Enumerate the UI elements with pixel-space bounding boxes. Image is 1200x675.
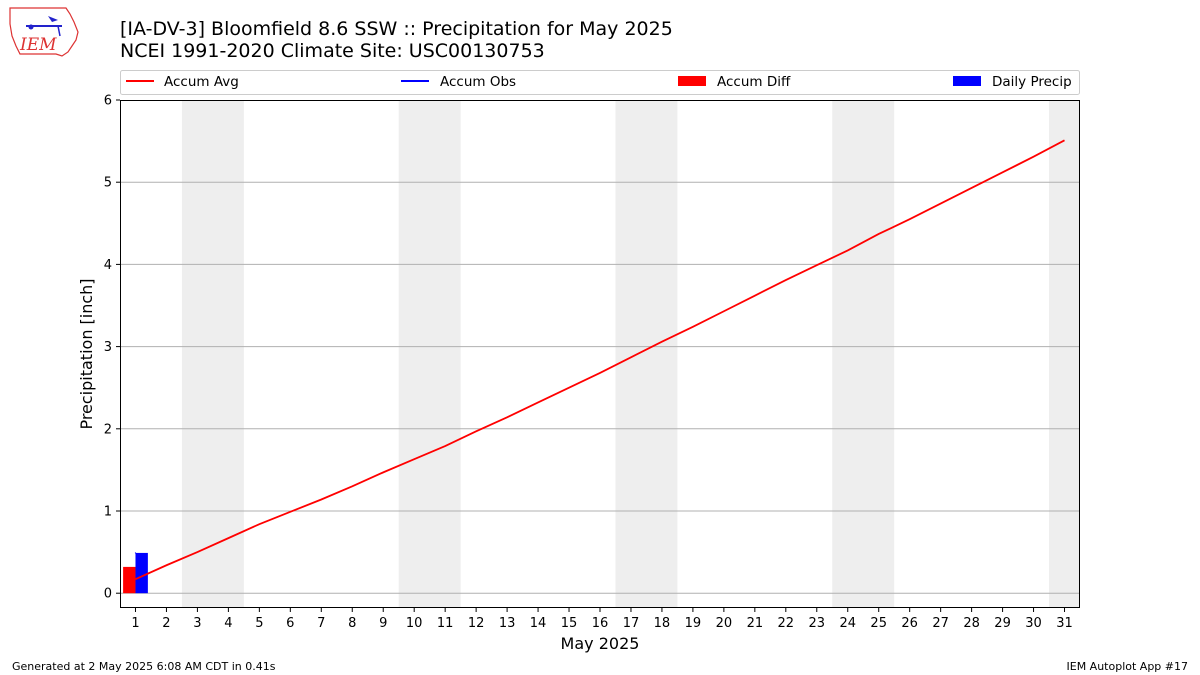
accum-avg-line xyxy=(135,139,1065,581)
legend-item-accum-avg: Accum Avg xyxy=(126,74,239,90)
iem-logo: IEM xyxy=(9,7,79,57)
legend-label-accum-diff: Accum Diff xyxy=(717,74,791,90)
x-tick-label-14: 14 xyxy=(530,616,547,631)
legend: Accum Avg Accum Obs Accum Diff Daily Pre… xyxy=(120,70,1080,95)
weekend-band-3 xyxy=(615,100,678,608)
line-marks xyxy=(134,139,1065,581)
y-tick-label-3: 3 xyxy=(104,340,112,355)
x-tick-label-18: 18 xyxy=(654,616,671,631)
y-tick-label-2: 2 xyxy=(104,422,112,437)
plot-frame xyxy=(120,100,1080,608)
x-tick-label-7: 7 xyxy=(317,616,325,631)
x-tick-label-3: 3 xyxy=(193,616,201,631)
x-tick-label-27: 27 xyxy=(932,616,949,631)
chart-title: [IA-DV-3] Bloomfield 8.6 SSW :: Precipit… xyxy=(120,18,673,40)
y-tick-label-6: 6 xyxy=(104,94,112,109)
y-axis-ticks: 0 1 2 3 4 5 6 xyxy=(104,94,120,602)
x-tick-label-5: 5 xyxy=(255,616,263,631)
weekend-bands xyxy=(181,100,1080,608)
legend-swatch-accum-diff xyxy=(678,76,706,86)
x-tick-label-19: 19 xyxy=(685,616,702,631)
y-tick-label-5: 5 xyxy=(104,176,112,191)
x-tick-label-21: 21 xyxy=(747,616,764,631)
chart-subtitle: NCEI 1991-2020 Climate Site: USC00130753 xyxy=(120,40,545,62)
y-gridlines xyxy=(120,181,1080,594)
accum-diff-bar-1 xyxy=(123,566,136,594)
x-tick-label-16: 16 xyxy=(592,616,609,631)
x-tick-label-24: 24 xyxy=(839,616,856,631)
legend-item-accum-obs: Accum Obs xyxy=(401,74,516,90)
legend-frame xyxy=(120,70,1080,95)
y-tick-label-4: 4 xyxy=(104,258,112,273)
x-tick-label-26: 26 xyxy=(901,616,918,631)
logo-text: IEM xyxy=(19,35,57,55)
legend-label-daily-precip: Daily Precip xyxy=(992,74,1072,90)
x-tick-label-9: 9 xyxy=(379,616,387,631)
x-tick-label-30: 30 xyxy=(1025,616,1042,631)
x-tick-label-6: 6 xyxy=(286,616,294,631)
weekend-band-2 xyxy=(398,100,461,608)
x-tick-label-10: 10 xyxy=(406,616,423,631)
x-tick-label-22: 22 xyxy=(778,616,795,631)
x-tick-label-31: 31 xyxy=(1056,616,1073,631)
x-tick-label-15: 15 xyxy=(561,616,578,631)
x-tick-label-8: 8 xyxy=(348,616,356,631)
legend-item-daily-precip: Daily Precip xyxy=(953,74,1072,90)
bar-marks xyxy=(123,552,148,594)
x-tick-label-17: 17 xyxy=(623,616,640,631)
x-tick-label-23: 23 xyxy=(809,616,826,631)
y-axis-label: Precipitation [inch] xyxy=(77,278,96,429)
x-tick-label-20: 20 xyxy=(716,616,733,631)
x-axis-ticks: 1 2 3 4 5 6 7 8 9 10 11 12 13 14 15 16 17 18 19 20 21 22 23 24 2… xyxy=(131,608,1073,631)
x-tick-label-1: 1 xyxy=(131,616,139,631)
legend-swatch-daily-precip xyxy=(953,76,981,86)
x-tick-label-11: 11 xyxy=(437,616,454,631)
weekend-band-1 xyxy=(181,100,244,608)
x-tick-label-2: 2 xyxy=(162,616,170,631)
x-tick-label-4: 4 xyxy=(224,616,232,631)
x-tick-label-25: 25 xyxy=(870,616,887,631)
legend-label-accum-avg: Accum Avg xyxy=(164,74,239,90)
legend-item-accum-diff: Accum Diff xyxy=(678,74,791,90)
weekend-band-4 xyxy=(832,100,895,608)
x-axis-label: May 2025 xyxy=(561,634,640,653)
weekend-band-5 xyxy=(1049,100,1080,608)
daily-precip-bar-1 xyxy=(135,552,148,594)
x-tick-label-29: 29 xyxy=(994,616,1011,631)
legend-label-accum-obs: Accum Obs xyxy=(440,74,516,90)
iowa-outline-icon xyxy=(9,7,79,57)
y-tick-label-0: 0 xyxy=(104,587,112,602)
accum-obs-point xyxy=(134,552,137,554)
footer-app: IEM Autoplot App #17 xyxy=(1067,660,1189,673)
x-tick-label-13: 13 xyxy=(499,616,516,631)
y-tick-label-1: 1 xyxy=(104,505,112,520)
x-tick-label-28: 28 xyxy=(963,616,980,631)
x-tick-label-12: 12 xyxy=(468,616,485,631)
footer-generated: Generated at 2 May 2025 6:08 AM CDT in 0… xyxy=(12,660,276,673)
